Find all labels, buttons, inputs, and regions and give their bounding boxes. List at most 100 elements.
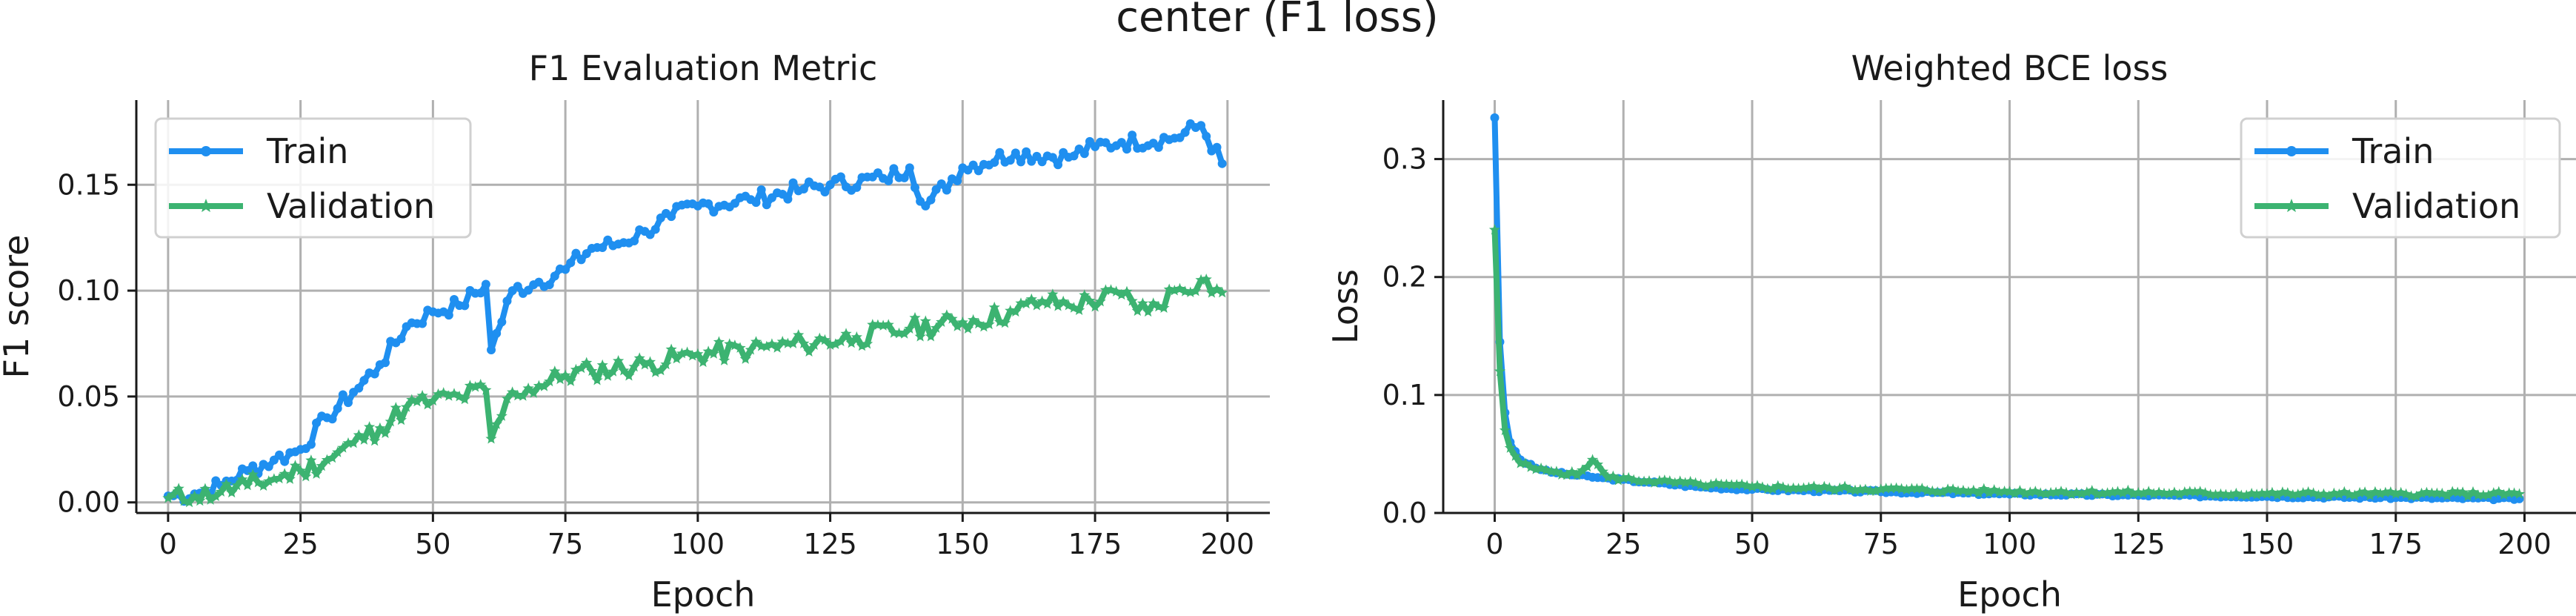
data-point-validation (438, 387, 450, 398)
data-point-validation (1947, 483, 1959, 494)
data-point-validation (2261, 488, 2273, 499)
data-point-validation (2256, 487, 2268, 499)
data-point-train (788, 178, 798, 188)
data-point-train (1016, 157, 1025, 167)
data-point-validation (215, 486, 227, 497)
data-point-validation (1854, 483, 1866, 495)
data-point-validation (236, 473, 248, 485)
x-tick-label: 100 (1983, 528, 2037, 560)
data-point-validation (189, 490, 201, 501)
data-point-validation (2184, 486, 2196, 497)
data-point-validation (273, 472, 285, 484)
data-point-validation (1190, 285, 1202, 297)
data-point-validation (660, 358, 672, 370)
data-point-validation (1654, 474, 1665, 486)
data-point-validation (321, 454, 333, 466)
data-point-validation (1514, 457, 1526, 468)
data-point-validation (226, 486, 238, 498)
data-point-validation (2029, 486, 2041, 497)
data-point-validation (1772, 480, 1784, 491)
data-point-validation (650, 366, 662, 377)
data-point-validation (353, 429, 365, 440)
data-point-validation (2209, 489, 2222, 500)
data-point-validation (899, 328, 911, 339)
data-point-validation (2390, 488, 2402, 499)
data-point-validation (613, 355, 625, 366)
data-point-validation (687, 350, 699, 361)
data-point-validation (1720, 478, 1732, 490)
data-point-train (418, 319, 427, 328)
data-point-validation (2513, 488, 2526, 499)
data-point-validation (1525, 461, 1537, 472)
data-point-validation (1823, 482, 1835, 493)
data-point-validation (1031, 299, 1042, 311)
data-point-validation (316, 460, 327, 471)
data-point-validation (862, 338, 873, 349)
data-point-validation (1891, 482, 1903, 494)
data-point-validation (618, 365, 630, 376)
data-point-validation (2380, 486, 2392, 497)
data-point-validation (697, 356, 709, 368)
data-point-validation (840, 328, 852, 339)
chart-title: F1 Evaluation Metric (529, 48, 878, 88)
data-point-train (825, 180, 835, 190)
legend-label-validation: Validation (267, 186, 435, 226)
x-tick-label: 175 (2369, 528, 2423, 560)
data-point-validation (1205, 287, 1217, 298)
data-point-validation (1612, 474, 1624, 486)
data-point-validation (1561, 468, 1573, 480)
data-point-validation (242, 479, 253, 491)
data-point-validation (1973, 487, 1985, 498)
data-point-validation (183, 496, 196, 508)
data-point-validation (1900, 483, 1913, 495)
data-point-validation (1808, 480, 1820, 491)
data-point-validation (1084, 294, 1096, 306)
data-point-validation (734, 342, 746, 353)
data-point-validation (1628, 474, 1640, 486)
data-point-validation (1158, 302, 1170, 313)
data-point-validation (2101, 487, 2114, 498)
data-point-train (936, 179, 946, 188)
legend-marker-train (201, 146, 211, 156)
data-point-validation (1068, 302, 1080, 313)
data-point-validation (310, 468, 322, 479)
data-point-validation (432, 388, 445, 400)
data-point-validation (745, 344, 756, 355)
data-point-validation (2441, 489, 2453, 501)
data-point-train (762, 200, 771, 210)
data-point-validation (761, 340, 773, 352)
y-tick-label: 0.3 (1382, 143, 1427, 176)
data-point-validation (252, 476, 264, 488)
y-tick-label: 0.10 (57, 274, 120, 307)
x-tick-label: 50 (1734, 528, 1770, 560)
data-point-validation (2220, 489, 2231, 500)
data-point-train (524, 285, 533, 295)
data-point-validation (999, 317, 1011, 328)
data-point-validation (1860, 483, 1871, 494)
data-point-validation (2050, 486, 2062, 497)
data-point-validation (263, 475, 275, 486)
data-point-train (576, 255, 586, 265)
data-point-validation (1792, 483, 1805, 494)
data-point-validation (1788, 482, 1800, 494)
data-point-train (566, 258, 576, 268)
data-point-validation (623, 370, 635, 381)
data-point-train (354, 383, 364, 393)
data-point-train (449, 295, 459, 305)
data-point-validation (2235, 489, 2247, 500)
data-point-validation (787, 337, 799, 348)
data-point-validation (1504, 442, 1516, 453)
data-point-train (306, 440, 316, 449)
data-point-validation (1211, 282, 1223, 294)
data-point-validation (1762, 483, 1774, 494)
x-tick-label: 25 (1605, 528, 1641, 560)
data-point-train (343, 398, 353, 408)
data-point-train (667, 212, 676, 222)
data-point-validation (1694, 478, 1707, 490)
data-point-validation (1185, 286, 1197, 297)
data-point-validation (968, 314, 979, 325)
data-point-validation (2179, 486, 2191, 497)
data-point-validation (2415, 487, 2428, 499)
data-point-validation (1597, 466, 1609, 477)
